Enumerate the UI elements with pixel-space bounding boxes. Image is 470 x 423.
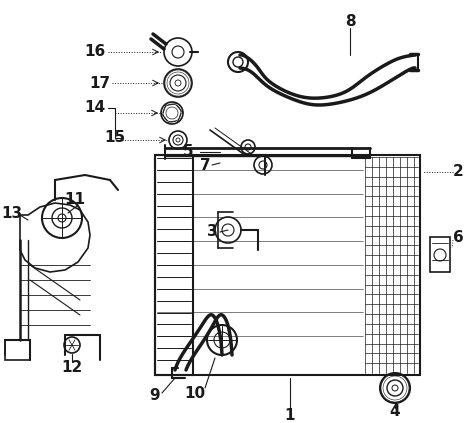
Text: 13: 13 [1, 206, 23, 220]
Bar [5, 340, 30, 360]
Text: 6: 6 [453, 231, 463, 245]
Text: 8: 8 [345, 14, 355, 30]
Text: 7: 7 [200, 157, 210, 173]
Text: 1: 1 [285, 407, 295, 423]
Text: 9: 9 [149, 387, 160, 403]
Text: 4: 4 [390, 404, 400, 420]
Text: 14: 14 [85, 101, 106, 115]
Text: 11: 11 [64, 192, 86, 208]
Text: 3: 3 [207, 225, 217, 239]
Text: 12: 12 [62, 360, 83, 376]
Text: 15: 15 [104, 131, 125, 146]
Text: 2: 2 [453, 165, 463, 179]
Bar [155, 155, 193, 375]
Text: 17: 17 [89, 75, 110, 91]
Bar [155, 155, 420, 375]
Bar [430, 237, 450, 272]
Text: 16: 16 [85, 44, 106, 60]
Text: 10: 10 [184, 385, 205, 401]
Text: 5: 5 [183, 145, 193, 159]
